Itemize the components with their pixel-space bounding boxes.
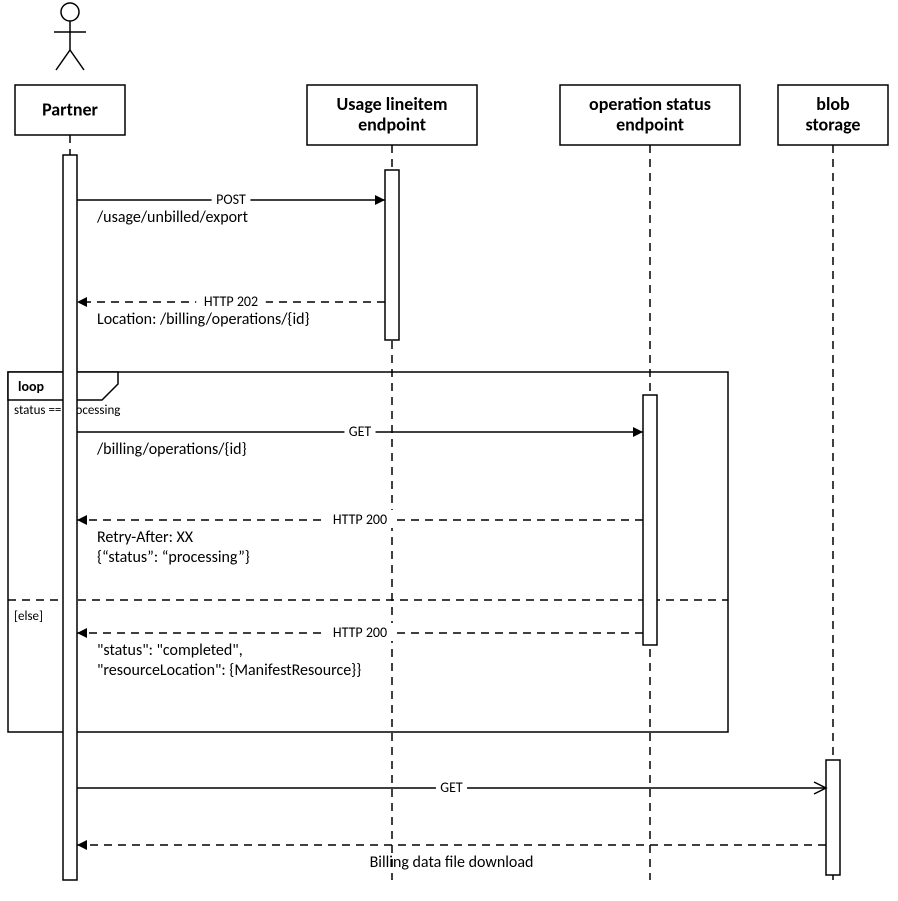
lifeline-label: endpoint xyxy=(358,114,426,136)
loop-guard-else: [else] xyxy=(14,609,43,624)
message-note: "status": "completed", xyxy=(97,641,243,660)
activation-partner xyxy=(63,155,77,880)
lifeline-label: storage xyxy=(805,114,860,136)
activation-usage xyxy=(385,170,399,340)
message-note: Billing data file download xyxy=(370,853,534,872)
message-label: GET xyxy=(349,423,372,440)
message-note: Retry-After: XX xyxy=(97,528,194,547)
message-note: "resourceLocation": {ManifestResource}} xyxy=(97,661,361,680)
message-note: {“status”: “processing”} xyxy=(97,548,250,567)
lifeline-label: blob xyxy=(816,93,850,115)
message-label: GET xyxy=(440,779,463,796)
lifeline-label: Partner xyxy=(42,98,98,120)
message-label: HTTP 200 xyxy=(333,511,387,528)
lifeline-label: Usage lineitem xyxy=(337,93,448,115)
lifeline-label: operation status xyxy=(589,93,711,115)
activation-opstatus xyxy=(643,395,657,645)
message-label: HTTP 202 xyxy=(204,293,258,310)
message-label: HTTP 200 xyxy=(333,624,387,641)
sequence-diagram: PartnerUsage lineitemendpointoperation s… xyxy=(0,0,898,901)
loop-label: loop xyxy=(18,378,44,395)
activation-blob xyxy=(826,760,840,875)
message-note: /usage/unbilled/export xyxy=(96,208,249,227)
message-note: /billing/operations/{id} xyxy=(96,440,247,459)
message-label: POST xyxy=(216,191,246,208)
lifeline-label: endpoint xyxy=(616,114,684,136)
message-note: Location: /billing/operations/{id} xyxy=(97,310,310,329)
